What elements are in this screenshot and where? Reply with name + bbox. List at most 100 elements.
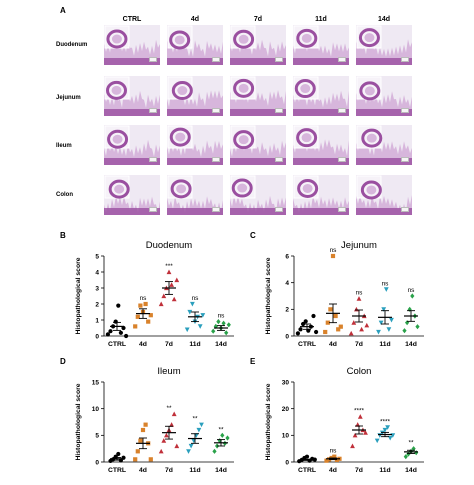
significance-label: ** bbox=[218, 426, 224, 433]
scale-bar bbox=[401, 157, 409, 162]
column-header-4d: 4d bbox=[190, 16, 200, 23]
significance-label: ** bbox=[408, 440, 414, 447]
scale-bar bbox=[149, 207, 157, 212]
histology-image-duodenum-4d bbox=[166, 24, 224, 66]
histology-image-jejunum-ctrl bbox=[103, 75, 161, 117]
data-point-3-1 bbox=[378, 320, 384, 326]
histology-image-ileum-7d bbox=[229, 124, 287, 166]
data-point-1-1 bbox=[325, 320, 330, 325]
data-point-1-6 bbox=[148, 313, 153, 318]
data-point-2-1 bbox=[161, 293, 167, 299]
data-point-0-3 bbox=[116, 451, 121, 457]
data-point-4-5 bbox=[415, 324, 420, 330]
x-tick-label: 7d bbox=[165, 467, 173, 474]
data-point-1-4 bbox=[143, 422, 148, 427]
data-point-1-4 bbox=[333, 313, 338, 319]
data-point-3-6 bbox=[200, 313, 206, 318]
data-point-2-0 bbox=[350, 443, 355, 449]
data-point-3-3 bbox=[382, 427, 388, 433]
data-point-4-0 bbox=[402, 328, 407, 334]
histology-image-jejunum-14d bbox=[355, 75, 413, 117]
scale-bar bbox=[275, 108, 283, 113]
data-point-1-0 bbox=[323, 329, 328, 335]
histology-image-colon-ctrl bbox=[103, 174, 161, 216]
data-point-0-3 bbox=[304, 454, 310, 459]
data-point-4-4 bbox=[221, 320, 226, 326]
data-point-2-2 bbox=[354, 306, 359, 312]
y-tick-label: 1 bbox=[95, 317, 99, 324]
y-axis-label: Histopathological score bbox=[75, 257, 82, 334]
x-tick-label: 14d bbox=[215, 341, 227, 348]
scale-bar bbox=[401, 207, 409, 212]
histology-image-duodenum-11d bbox=[292, 24, 350, 66]
significance-label: ns bbox=[408, 287, 416, 294]
histology-image-colon-7d bbox=[229, 174, 287, 216]
significance-label: ns bbox=[192, 295, 200, 302]
panel-letter: C bbox=[250, 231, 256, 240]
data-point-3-0 bbox=[376, 329, 381, 335]
data-point-1-1 bbox=[135, 314, 140, 319]
y-tick-label: 6 bbox=[285, 253, 289, 260]
data-point-1-2 bbox=[138, 303, 143, 308]
row-header-jejunum: Jejunum bbox=[56, 95, 81, 101]
data-point-1-5 bbox=[336, 327, 341, 332]
data-point-3-2 bbox=[380, 430, 385, 436]
scale-bar bbox=[338, 57, 346, 62]
data-point-2-5 bbox=[171, 296, 177, 302]
data-point-4-3 bbox=[220, 432, 225, 438]
scale-bar bbox=[149, 108, 157, 113]
histology-image-ileum-4d bbox=[166, 124, 224, 166]
significance-label: ns bbox=[330, 247, 338, 254]
x-tick-label: 14d bbox=[215, 467, 227, 474]
panel-letter: D bbox=[60, 357, 66, 366]
y-tick-label: 5 bbox=[95, 433, 99, 440]
x-tick-label: CTRL bbox=[298, 341, 316, 348]
chart-title: Jejunum bbox=[341, 240, 377, 251]
data-point-1-0 bbox=[133, 324, 138, 329]
data-point-1-4 bbox=[143, 301, 148, 307]
x-tick-label: 14d bbox=[405, 341, 417, 348]
scale-bar bbox=[338, 108, 346, 113]
data-point-3-1 bbox=[188, 443, 194, 449]
y-axis-label: Histopathological score bbox=[265, 257, 272, 334]
data-point-4-5 bbox=[225, 435, 230, 441]
y-tick-label: 10 bbox=[282, 433, 290, 440]
data-point-0-7 bbox=[124, 333, 129, 339]
data-point-2-3 bbox=[356, 296, 362, 301]
data-point-2-5 bbox=[171, 411, 177, 417]
scale-bar bbox=[212, 157, 220, 162]
data-point-2-4 bbox=[169, 422, 174, 427]
data-point-2-3 bbox=[166, 269, 172, 275]
x-tick-label: 4d bbox=[329, 467, 337, 474]
x-tick-label: 11d bbox=[189, 467, 200, 474]
data-point-3-3 bbox=[383, 287, 389, 292]
data-point-3-2 bbox=[190, 301, 195, 307]
significance-label: ns bbox=[140, 295, 148, 302]
y-axis-label: Histopathological score bbox=[265, 383, 272, 460]
scale-bar bbox=[338, 157, 346, 162]
y-tick-label: 10 bbox=[92, 406, 100, 413]
chart-title: Duodenum bbox=[146, 240, 193, 251]
chart-jejunum: C Jejunum Histopathological score 0 2 4 6 CTRL 4… bbox=[250, 231, 424, 348]
scale-bar bbox=[275, 157, 283, 162]
y-tick-label: 5 bbox=[95, 253, 99, 260]
data-point-0-0 bbox=[105, 332, 110, 337]
data-point-4-0 bbox=[212, 448, 217, 454]
histology-image-ileum-ctrl bbox=[103, 124, 161, 166]
row-header-ileum: Ileum bbox=[56, 143, 72, 149]
panel-letter: E bbox=[250, 357, 256, 366]
data-point-4-5 bbox=[224, 330, 229, 336]
data-point-1-6 bbox=[148, 457, 153, 462]
data-point-4-1 bbox=[405, 320, 410, 326]
data-point-0-3 bbox=[303, 319, 308, 324]
data-point-2-4 bbox=[169, 282, 174, 287]
y-tick-label: 2 bbox=[95, 301, 99, 308]
histology-image-colon-4d bbox=[166, 174, 224, 216]
data-point-0-6 bbox=[311, 313, 316, 319]
histology-image-jejunum-7d bbox=[229, 75, 287, 117]
x-tick-label: 7d bbox=[355, 341, 363, 348]
data-point-0-1 bbox=[108, 329, 113, 334]
data-point-4-2 bbox=[216, 319, 221, 325]
significance-label: ns bbox=[382, 280, 390, 287]
chart-duodenum: B Duodenum Histopathological score 0 1 2 3 4 5 CT… bbox=[60, 231, 234, 348]
